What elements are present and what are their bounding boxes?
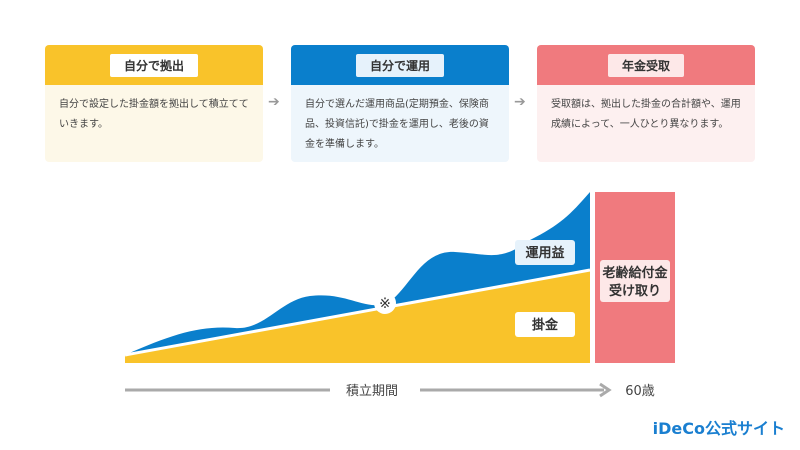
timeline-arrow: [599, 382, 612, 398]
divider: [124, 268, 591, 357]
payout-label: 老齢給付金: [601, 265, 668, 281]
label-box: [515, 240, 575, 265]
label-box: [515, 312, 575, 337]
contribution-area: [125, 270, 590, 363]
step-text: 自分で選んだ運用商品(定期預金、保険商品、投資信託)で掛金を運用し、老後の資金を…: [305, 99, 489, 150]
contribution-label: 掛金: [532, 317, 559, 333]
age-label: 60歳: [625, 384, 655, 399]
step-header: 自分で運用: [291, 45, 509, 85]
step-title: 自分で運用: [355, 53, 444, 77]
label-box: [600, 260, 670, 302]
step-card: 自分で運用 自分で選んだ運用商品(定期預金、保険商品、投資信託)で掛金を運用し、…: [291, 45, 509, 162]
arrow: ➔: [514, 94, 526, 110]
note-mark: ※: [379, 296, 391, 312]
step-text: 受取額は、拠出した掛金の合計額や、運用成績によって、一人ひとり異なります。: [551, 99, 741, 130]
step-title: 年金受取: [607, 53, 684, 77]
gain-label: 運用益: [525, 245, 564, 261]
step-title: 自分で拠出: [109, 53, 198, 77]
gain-area: [125, 192, 590, 355]
step-header: 年金受取: [537, 45, 755, 85]
payout-label: 受け取り: [609, 283, 661, 299]
note-circle: [374, 292, 396, 314]
logo: iDeCo公式サイト: [653, 419, 785, 438]
step-card: 自分で拠出 自分で設定した掛金額を拠出して積立てていきます。: [45, 45, 263, 162]
step-card: 年金受取 受取額は、拠出した掛金の合計額や、運用成績によって、一人ひとり異なりま…: [537, 45, 755, 162]
period-label: 積立期間: [346, 384, 398, 399]
arrow: ➔: [268, 94, 280, 110]
step-header: 自分で拠出: [45, 45, 263, 85]
step-text: 自分で設定した掛金額を拠出して積立てていきます。: [59, 99, 249, 130]
